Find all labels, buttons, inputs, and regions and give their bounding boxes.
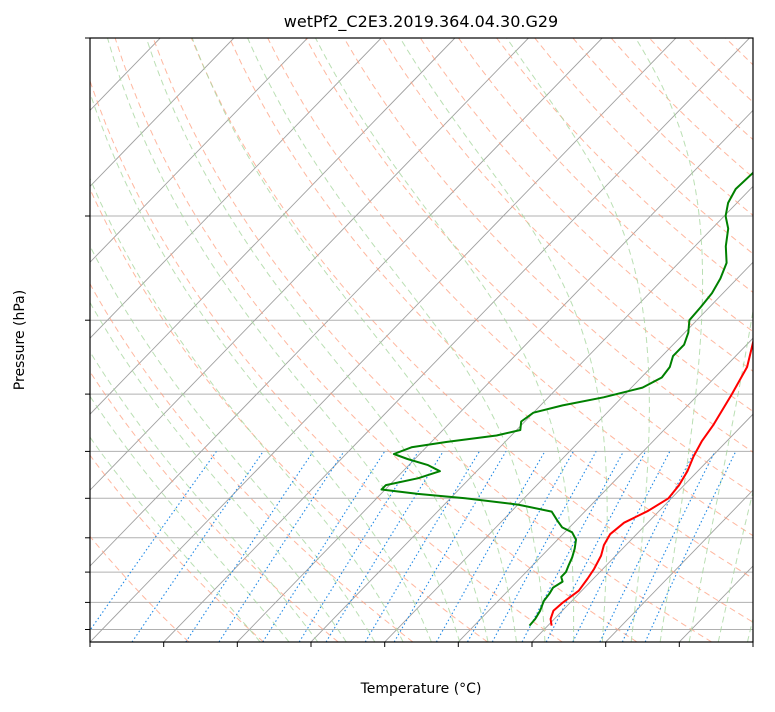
chart-title: wetPf2_C2E3.2019.364.04.30.G29 <box>284 12 558 32</box>
x-axis-label: Temperature (°C) <box>360 681 482 697</box>
y-axis-label: Pressure (hPa) <box>12 290 28 390</box>
